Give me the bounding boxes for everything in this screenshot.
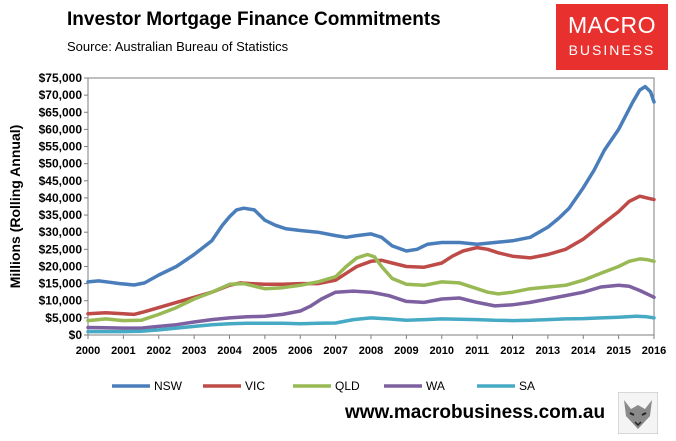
x-tick-label: 2014 xyxy=(571,345,596,357)
x-tick-label: 2004 xyxy=(217,345,242,357)
y-tick-label: $35,000 xyxy=(39,208,83,222)
x-tick-label: 2003 xyxy=(182,345,206,357)
y-tick-label: $45,000 xyxy=(39,174,83,188)
x-tick-label: 2006 xyxy=(288,345,312,357)
y-tick-label: $75,000 xyxy=(39,71,83,85)
fox-icon xyxy=(618,392,658,434)
footer-url: www.macrobusiness.com.au xyxy=(345,402,606,423)
y-axis-title: Millions (Rolling Annual) xyxy=(7,125,23,289)
logo-line-2: BUSINESS xyxy=(568,42,656,58)
legend-label-qld: QLD xyxy=(335,379,360,393)
y-tick-label: $15,000 xyxy=(39,277,83,291)
series-line-wa xyxy=(86,283,656,330)
x-tick-label: 2008 xyxy=(359,345,383,357)
y-tick-label: $30,000 xyxy=(39,225,83,239)
y-tick-label: $70,000 xyxy=(39,88,83,102)
y-tick-label: $65,000 xyxy=(39,105,83,119)
y-tick-label: $55,000 xyxy=(39,140,83,154)
legend-label-sa: SA xyxy=(519,379,535,393)
series-line-vic xyxy=(86,194,656,317)
y-tick-label: $40,000 xyxy=(39,191,83,205)
y-tick-label: $50,000 xyxy=(39,157,83,171)
y-tick-label: $25,000 xyxy=(39,242,83,256)
legend-label-nsw: NSW xyxy=(154,379,183,393)
y-tick-label: $20,000 xyxy=(39,259,83,273)
chart-title: Investor Mortgage Finance Commitments xyxy=(67,9,441,30)
x-tick-label: 2000 xyxy=(76,345,100,357)
legend-label-vic: VIC xyxy=(245,379,265,393)
x-tick-label: 2009 xyxy=(394,345,418,357)
x-tick-label: 2002 xyxy=(147,345,171,357)
series-line-nsw xyxy=(86,84,656,287)
series-line-sa xyxy=(86,314,656,334)
x-tick-label: 2012 xyxy=(500,345,524,357)
y-tick-label: $5,000 xyxy=(45,311,82,325)
y-tick-label: $60,000 xyxy=(39,122,83,136)
x-tick-label: 2007 xyxy=(323,345,347,357)
macrobusiness-logo: MACRO BUSINESS xyxy=(556,4,668,70)
y-tick-label: $0 xyxy=(69,328,83,342)
x-tick-label: 2001 xyxy=(111,345,135,357)
x-tick-label: 2013 xyxy=(536,345,560,357)
series-line-qld xyxy=(86,252,656,323)
x-tick-label: 2010 xyxy=(430,345,454,357)
chart-source: Source: Australian Bureau of Statistics xyxy=(67,39,289,54)
logo-line-1: MACRO xyxy=(567,12,657,38)
legend-label-wa: WA xyxy=(426,379,445,393)
x-tick-label: 2016 xyxy=(642,345,666,357)
x-tick-label: 2005 xyxy=(253,345,277,357)
y-tick-label: $10,000 xyxy=(39,294,83,308)
x-tick-label: 2015 xyxy=(606,345,630,357)
x-tick-label: 2011 xyxy=(465,345,489,357)
